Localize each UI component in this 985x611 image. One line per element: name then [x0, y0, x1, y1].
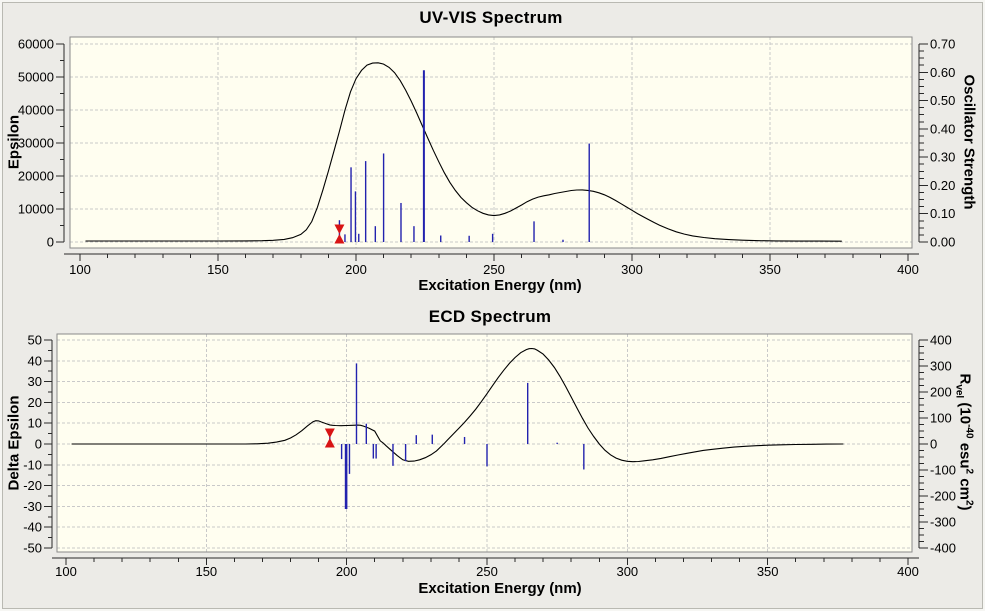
y-left-tick-label: 30000 [18, 136, 54, 151]
x-tick-label: 100 [69, 262, 91, 277]
x-tick-label: 400 [897, 564, 919, 579]
ecd-xlabel: Excitation Energy (nm) [418, 580, 582, 597]
y-right-tick-label: 0.30 [930, 150, 955, 165]
y-left-tick-label: -20 [23, 478, 42, 493]
y-right-tick-label: 0.10 [930, 206, 955, 221]
y-left-tick-label: 40 [28, 353, 42, 368]
y-right-tick-label: -100 [930, 463, 956, 478]
y-right-tick-label: 400 [930, 333, 952, 348]
x-tick-label: 350 [757, 564, 779, 579]
y-left-tick-label: 10000 [18, 202, 54, 217]
x-tick-label: 300 [621, 262, 643, 277]
y-left-tick-label: 50000 [18, 70, 54, 85]
ecd-title: ECD Spectrum [428, 307, 552, 326]
x-tick-label: 250 [483, 262, 505, 277]
uvvis-curve [85, 62, 842, 242]
marker-down-triangle[interactable] [324, 428, 335, 439]
y-right-tick-label: 0.40 [930, 121, 955, 136]
marker-up-triangle[interactable] [324, 438, 335, 448]
x-tick-label: 200 [345, 262, 367, 277]
ecd-ylabel-right: Rvel (10-40 esu2 cm2) [954, 373, 975, 510]
y-left-tick-label: 0 [47, 235, 54, 250]
y-right-tick-label: 0.50 [930, 93, 955, 108]
x-tick-label: 400 [897, 262, 919, 277]
y-right-tick-label: 0.70 [930, 37, 955, 52]
uvvis-ylabel-left: Epsilon [5, 114, 23, 170]
y-right-tick-label: 300 [930, 359, 952, 374]
x-tick-label: 100 [55, 564, 77, 579]
y-right-tick-label: 0.20 [930, 178, 955, 193]
uvvis-title: UV-VIS Spectrum [419, 8, 563, 27]
x-tick-label: 150 [207, 262, 229, 277]
y-left-tick-label: -10 [23, 457, 42, 472]
y-left-tick-label: -50 [23, 541, 42, 556]
y-right-tick-label: 0 [930, 437, 937, 452]
x-tick-label: 200 [336, 564, 358, 579]
selected-state-marker[interactable] [334, 224, 345, 244]
ecd-plot-frame [56, 333, 913, 553]
ylabel-right-part: esu [956, 438, 974, 469]
y-right-tick-label: -400 [930, 541, 956, 556]
ecd-curve [71, 347, 844, 463]
x-tick-label: 250 [476, 564, 498, 579]
y-left-tick-label: 30 [28, 374, 42, 389]
y-right-tick-label: 200 [930, 385, 952, 400]
ylabel-right-part: vel [953, 384, 965, 399]
y-left-tick-label: 60000 [18, 37, 54, 52]
ylabel-right-part: R [956, 373, 974, 385]
ylabel-right-part: -40 [963, 424, 975, 439]
ecd-plot-area [57, 334, 912, 552]
ecd-chart: -50-40-30-20-1001020304050-400-300-200-1… [23, 333, 956, 580]
y-right-tick-label: 100 [930, 411, 952, 426]
y-left-tick-label: 50 [28, 333, 42, 348]
x-tick-label: 300 [616, 564, 638, 579]
uvvis-chart: 0 10000 20000 30000 40000 50000 60000 0.00 0.10 0… [18, 36, 955, 277]
y-left-tick-label: -30 [23, 499, 42, 514]
ylabel-right-part: ) [956, 505, 974, 511]
y-right-tick-label: 0.00 [930, 235, 955, 250]
uvvis-ylabel-right: Oscillator Strength [960, 74, 978, 210]
selected-state-marker[interactable] [324, 428, 335, 448]
y-left-tick-label: 40000 [18, 103, 54, 118]
marker-up-triangle[interactable] [334, 234, 345, 244]
ecd-ylabel-left: Delta Epsilon [5, 395, 23, 491]
y-left-tick-label: 20 [28, 395, 42, 410]
marker-down-triangle[interactable] [334, 224, 345, 235]
y-right-tick-label: -300 [930, 515, 956, 530]
ylabel-right-part: (10 [956, 398, 974, 425]
y-right-tick-label: 0.60 [930, 65, 955, 80]
x-tick-label: 350 [759, 262, 781, 277]
y-right-tick-label: -200 [930, 489, 956, 504]
uvvis-xlabel: Excitation Energy (nm) [418, 277, 582, 294]
x-tick-label: 150 [195, 564, 217, 579]
y-left-tick-label: 10 [28, 416, 42, 431]
ylabel-right-part: cm [956, 474, 974, 500]
y-left-tick-label: 0 [35, 437, 42, 452]
y-left-tick-label: 20000 [18, 169, 54, 184]
uvvis-plot-frame [69, 36, 913, 249]
y-left-tick-label: -40 [23, 520, 42, 535]
